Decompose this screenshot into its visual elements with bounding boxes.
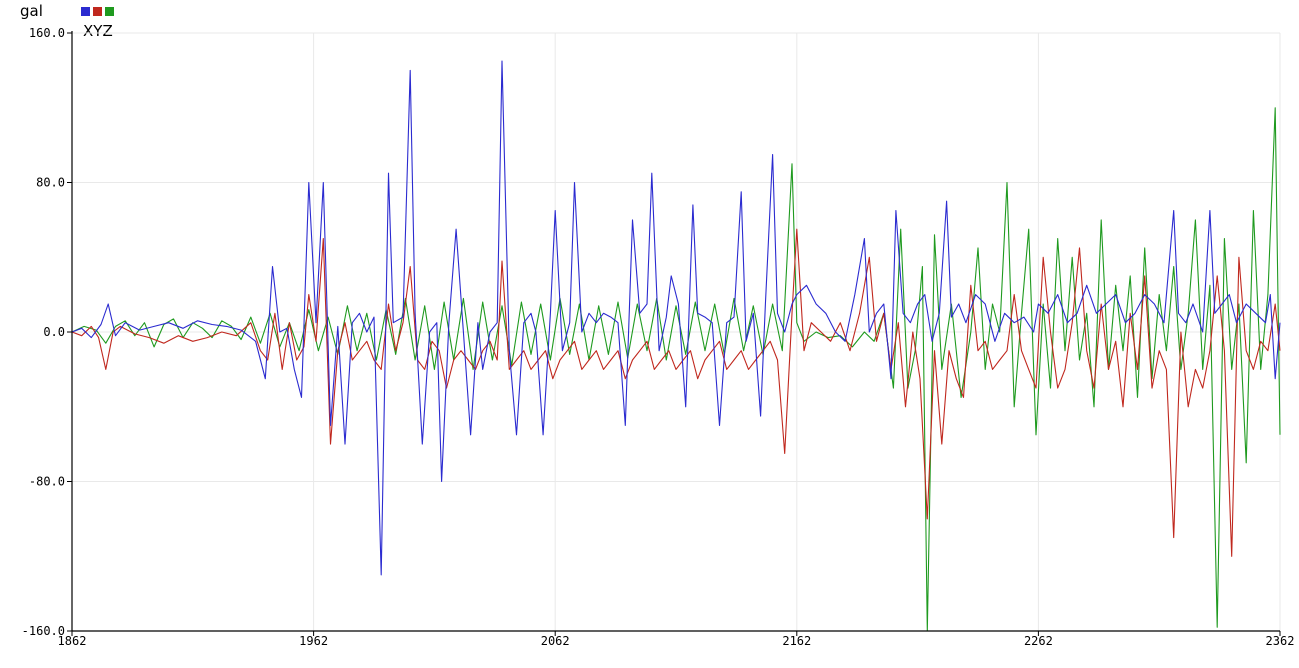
series-z-swatch — [105, 7, 114, 16]
x-tick-label: 1862 — [58, 634, 87, 648]
x-tick-label: 2062 — [541, 634, 570, 648]
series-z-line — [71, 107, 1281, 632]
series-x-swatch — [81, 7, 90, 16]
x-tick-label: 2262 — [1024, 634, 1053, 648]
x-tick-label: 1962 — [299, 634, 328, 648]
y-tick-label: -80.0 — [29, 475, 65, 489]
y-tick-label: -160.0 — [22, 624, 65, 638]
series-lines — [71, 60, 1281, 632]
y-tick-label: 160.0 — [29, 26, 65, 40]
x-tick-label: 2362 — [1266, 634, 1295, 648]
axes: 1862 1962 2062 2162 2262 2362 160.0 80.0 0.0 -80.… — [22, 26, 1295, 648]
series-y-swatch — [93, 7, 102, 16]
y-tick-label: 0.0 — [43, 325, 65, 339]
series-legend-label: XYZ — [83, 22, 113, 40]
unit-label: gal — [20, 2, 43, 20]
y-tick-label: 80.0 — [36, 176, 65, 190]
series-x-line — [71, 60, 1281, 576]
series-y-line — [71, 228, 1281, 557]
x-tick-label: 2162 — [782, 634, 811, 648]
